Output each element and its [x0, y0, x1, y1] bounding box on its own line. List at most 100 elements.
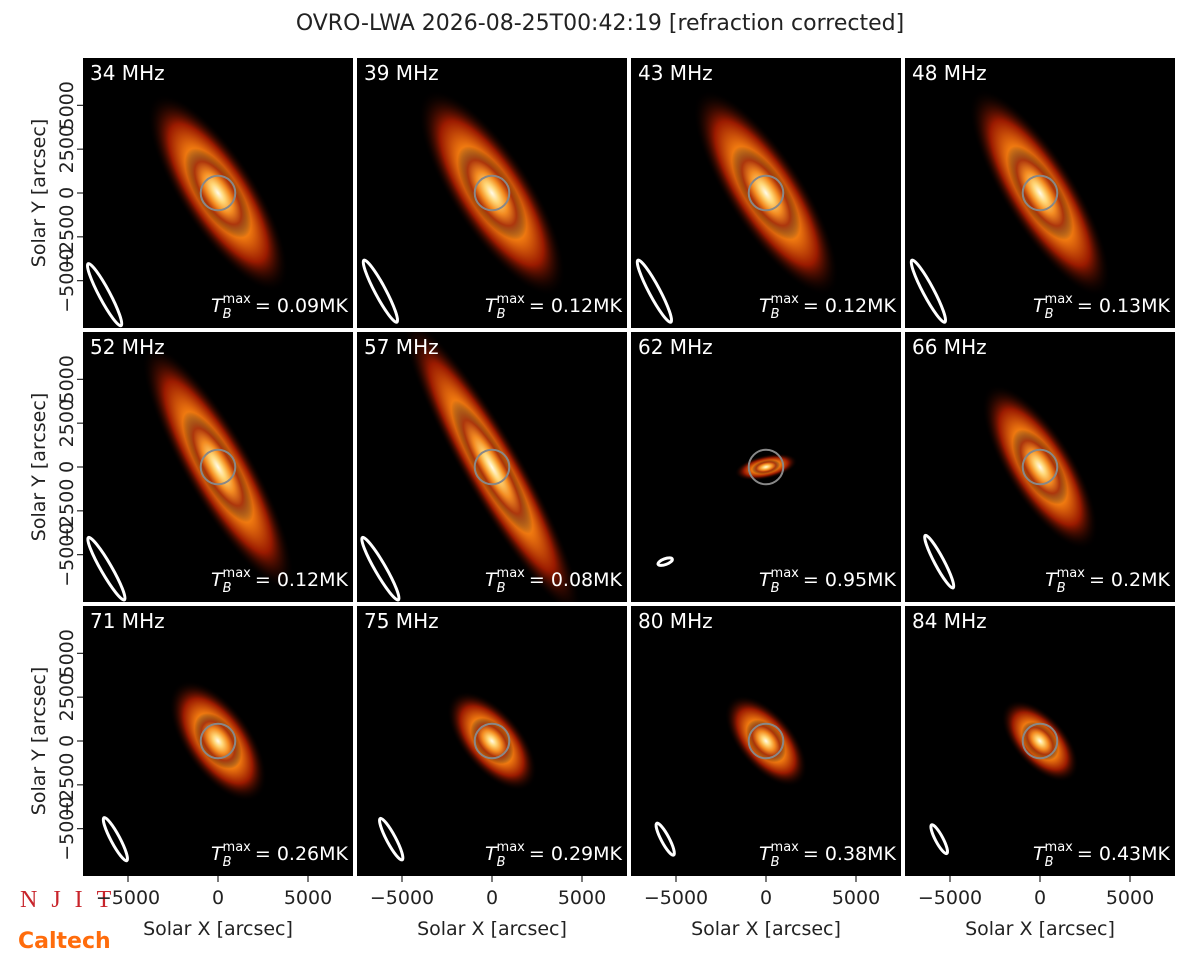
- tmax-value: = 0.95MK: [803, 569, 897, 591]
- tmax-label: TBmax = 0.43MK: [1033, 840, 1171, 870]
- x-axis-label: Solar X [arcsec]: [417, 918, 567, 940]
- beam: [85, 262, 124, 328]
- tmax-label: TBmax = 0.09MK: [211, 292, 349, 322]
- tmax-value: = 0.12MK: [255, 569, 349, 591]
- beam: [654, 821, 676, 857]
- tmax-sub: B: [223, 581, 232, 596]
- solar-disk: [199, 448, 237, 486]
- tmax-sub: B: [771, 307, 780, 322]
- tmax-symbol: T: [1045, 569, 1058, 591]
- x-tick-label: 5000: [284, 887, 332, 909]
- emission-core: [470, 717, 514, 765]
- emission-core: [751, 459, 781, 475]
- tmax-sub: B: [1045, 307, 1054, 322]
- tmax-sup: max: [771, 292, 800, 307]
- y-tick-label: 2500: [56, 125, 78, 173]
- tmax-symbol: T: [759, 295, 772, 317]
- panel: 75 MHz TBmax = 0.29MK −5000 0 5000 Solar X [ar…: [357, 606, 627, 940]
- tmax-label: TBmax = 0.12MK: [485, 292, 623, 322]
- tmax-value: = 0.26MK: [255, 843, 349, 865]
- tmax-value: = 0.38MK: [803, 843, 897, 865]
- emission-core: [182, 411, 254, 523]
- emission-core: [1006, 146, 1074, 240]
- tmax-value: = 0.2MK: [1089, 569, 1171, 591]
- x-tick-label: 5000: [1106, 887, 1154, 909]
- frequency-label: 39 MHz: [364, 61, 439, 85]
- logo-njit: NJIT: [20, 887, 125, 913]
- frequency-label: 34 MHz: [90, 61, 165, 85]
- frequency-label: 84 MHz: [912, 609, 987, 633]
- beam: [86, 535, 127, 602]
- frequency-label: 80 MHz: [638, 609, 713, 633]
- tmax-symbol: T: [485, 569, 498, 591]
- logo-caltech: Caltech: [18, 929, 111, 954]
- tmax-label: TBmax = 0.12MK: [759, 292, 897, 322]
- y-tick-label: 5000: [56, 355, 78, 403]
- beam: [101, 816, 129, 863]
- emission-core: [194, 713, 242, 769]
- tmax-sub: B: [1057, 581, 1066, 596]
- tmax-label: TBmax = 0.13MK: [1033, 292, 1171, 322]
- x-tick-label: 0: [1034, 887, 1046, 909]
- panel-image: [83, 332, 353, 602]
- panel: 39 MHz TBmax = 0.12MK: [357, 58, 627, 328]
- solar-disk: [747, 448, 785, 486]
- y-tick-label: 5000: [56, 629, 78, 677]
- tmax-symbol: T: [759, 569, 772, 591]
- panel: 80 MHz TBmax = 0.38MK −5000 0 5000 Solar X [ar…: [631, 606, 901, 940]
- beam: [360, 535, 401, 602]
- tmax-sup: max: [771, 840, 800, 855]
- solar-disk: [747, 722, 785, 760]
- tmax-sub: B: [223, 855, 232, 870]
- y-tick-label: 2500: [56, 673, 78, 721]
- panel-image: [905, 606, 1175, 876]
- solar-disk: [473, 174, 511, 212]
- tmax-sub: B: [497, 581, 506, 596]
- tmax-symbol: T: [211, 569, 224, 591]
- emission-core: [184, 148, 252, 238]
- y-axis-label: Solar Y [arcsec]: [28, 667, 50, 815]
- frequency-label: 43 MHz: [638, 61, 713, 85]
- y-tick-label: −5000: [56, 797, 78, 861]
- tmax-sub: B: [771, 855, 780, 870]
- x-axis-label: Solar X [arcsec]: [691, 918, 841, 940]
- tmax-value: = 0.12MK: [803, 295, 897, 317]
- frequency-label: 75 MHz: [364, 609, 439, 633]
- beam: [361, 258, 400, 324]
- panel-image: [905, 332, 1175, 602]
- emission-core: [1012, 429, 1068, 505]
- tmax-sup: max: [497, 292, 526, 307]
- tmax-label: TBmax = 0.38MK: [759, 840, 897, 870]
- tmax-symbol: T: [485, 295, 498, 317]
- tmax-symbol: T: [1033, 295, 1046, 317]
- x-axis-label: Solar X [arcsec]: [143, 918, 293, 940]
- tmax-label: TBmax = 0.29MK: [485, 840, 623, 870]
- tmax-sup: max: [1045, 840, 1074, 855]
- x-tick-label: −5000: [644, 887, 708, 909]
- panel-image: [905, 58, 1175, 328]
- panel-image: [357, 332, 627, 602]
- solar-disk: [747, 174, 785, 212]
- emission-core: [746, 719, 786, 763]
- x-tick-label: 5000: [558, 887, 606, 909]
- x-tick-label: −5000: [96, 887, 160, 909]
- beam: [923, 533, 956, 590]
- y-tick-label: −2500: [56, 753, 78, 817]
- x-tick-label: 5000: [832, 887, 880, 909]
- x-axis-label: Solar X [arcsec]: [965, 918, 1115, 940]
- tmax-symbol: T: [759, 843, 772, 865]
- tmax-value: = 0.09MK: [255, 295, 349, 317]
- emission-core: [1021, 721, 1059, 761]
- tmax-symbol: T: [1033, 843, 1046, 865]
- y-tick-label: 0: [56, 187, 78, 199]
- panel: 57 MHz TBmax = 0.08MK: [357, 332, 627, 602]
- beam: [378, 816, 405, 862]
- panel: 43 MHz TBmax = 0.12MK: [631, 58, 901, 328]
- tmax-label: TBmax = 0.08MK: [485, 566, 623, 596]
- y-tick-label: −5000: [56, 523, 78, 587]
- y-tick-label: 5000: [56, 81, 78, 129]
- panel: 62 MHz TBmax = 0.95MK: [631, 332, 901, 602]
- tmax-symbol: T: [485, 843, 498, 865]
